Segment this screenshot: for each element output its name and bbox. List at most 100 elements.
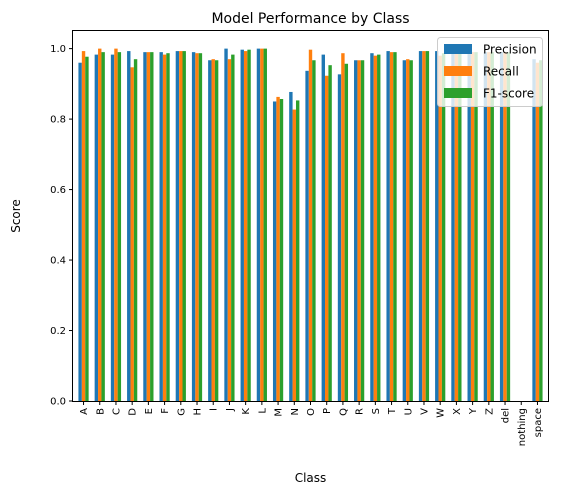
x-tick-label: M bbox=[274, 408, 285, 417]
legend-label: Precision bbox=[483, 43, 537, 57]
bar-precision-a bbox=[78, 62, 82, 402]
bar-recall-j bbox=[227, 59, 232, 401]
x-tick-label: C bbox=[111, 408, 122, 415]
bar-f1-score-d bbox=[133, 59, 138, 401]
bar-recall-s bbox=[373, 55, 378, 402]
y-axis-label: Score bbox=[9, 199, 23, 233]
x-tick-label: Y bbox=[468, 407, 479, 415]
bar-recall-v bbox=[422, 51, 426, 402]
y-tick-label: 0.8 bbox=[50, 115, 66, 126]
x-tick-label: B bbox=[95, 408, 106, 415]
bar-precision-o bbox=[305, 70, 309, 401]
bar-recall-t bbox=[389, 52, 394, 401]
legend-label: F1-score bbox=[483, 87, 534, 101]
bar-precision-q bbox=[337, 74, 342, 401]
bar-recall-r bbox=[357, 60, 361, 401]
bar-f1-score-t bbox=[393, 52, 397, 401]
bar-precision-n bbox=[289, 91, 293, 402]
bar-precision-r bbox=[354, 60, 358, 401]
x-tick-label: J bbox=[225, 408, 236, 412]
x-tick-label: N bbox=[290, 408, 301, 415]
bar-recall-a bbox=[81, 51, 86, 402]
y-tick-label: 1.0 bbox=[50, 44, 66, 55]
x-tick-label: A bbox=[79, 408, 90, 415]
legend-swatch bbox=[444, 44, 472, 54]
x-tick-label: E bbox=[144, 408, 155, 414]
bar-recall-y bbox=[470, 52, 475, 401]
x-tick-label: I bbox=[209, 408, 220, 411]
bar-precision-m bbox=[272, 101, 277, 401]
bar-f1-score-q bbox=[344, 63, 349, 402]
bar-f1-score-b bbox=[101, 52, 105, 401]
bar-f1-score-s bbox=[377, 54, 381, 402]
bar-f1-score-i bbox=[214, 60, 219, 401]
bar-precision-i bbox=[208, 60, 212, 401]
bar-recall-e bbox=[146, 52, 151, 401]
bar-precision-x bbox=[451, 52, 455, 401]
bar-recall-l bbox=[260, 48, 264, 402]
y-tick-label: 0.2 bbox=[50, 326, 66, 337]
bar-precision-l bbox=[256, 48, 261, 402]
x-tick-label: U bbox=[403, 408, 414, 415]
bar-recall-d bbox=[130, 67, 134, 402]
bar-precision-del bbox=[499, 52, 504, 401]
bar-f1-score-u bbox=[409, 60, 413, 401]
bar-precision-k bbox=[240, 49, 244, 402]
bar-f1-score-p bbox=[328, 65, 332, 402]
x-tick-label: P bbox=[322, 408, 333, 414]
y-axis: 0.0 0.2 0.4 0.6 0.8 1.0 bbox=[50, 44, 73, 408]
x-tick-label: F bbox=[160, 408, 171, 414]
bar-recall-g bbox=[179, 51, 183, 402]
y-tick-label: 0.6 bbox=[50, 185, 66, 196]
bar-recall-b bbox=[98, 48, 102, 402]
x-axis-label: Class bbox=[295, 471, 327, 485]
bar-f1-score-o bbox=[312, 60, 316, 401]
bar-recall-f bbox=[162, 54, 167, 402]
x-tick-label: W bbox=[436, 408, 447, 418]
bar-f1-score-e bbox=[150, 52, 154, 401]
bar-precision-t bbox=[386, 51, 390, 402]
bars-layer bbox=[78, 48, 543, 402]
bar-precision-c bbox=[110, 54, 115, 402]
bar-precision-b bbox=[94, 54, 99, 402]
bar-f1-score-g bbox=[182, 51, 186, 402]
x-tick-label: K bbox=[241, 408, 252, 415]
x-tick-label: X bbox=[452, 408, 463, 415]
bar-f1-score-space bbox=[539, 60, 543, 401]
bar-recall-h bbox=[195, 53, 199, 401]
bar-f1-score-del bbox=[506, 52, 511, 401]
bar-recall-x bbox=[454, 52, 459, 401]
legend-swatch bbox=[444, 66, 472, 76]
x-tick-label: H bbox=[193, 408, 204, 416]
bar-recall-p bbox=[325, 75, 329, 401]
bar-f1-score-v bbox=[425, 51, 430, 402]
bar-f1-score-f bbox=[166, 53, 170, 401]
bar-recall-c bbox=[114, 48, 118, 402]
bar-recall-del bbox=[503, 52, 507, 401]
bar-f1-score-k bbox=[247, 49, 251, 402]
legend: Precision Recall F1-score bbox=[437, 37, 543, 107]
bar-recall-k bbox=[243, 51, 248, 402]
y-tick-label: 0.0 bbox=[50, 397, 66, 408]
x-tick-label: nothing bbox=[517, 408, 528, 446]
bar-precision-z bbox=[483, 52, 488, 401]
bar-recall-n bbox=[292, 109, 296, 401]
bar-recall-w bbox=[438, 55, 442, 402]
bar-recall-q bbox=[341, 53, 345, 401]
x-tick-label: space bbox=[533, 408, 544, 437]
y-tick-label: 0.4 bbox=[50, 256, 66, 267]
x-tick-label: Z bbox=[484, 408, 495, 415]
bar-recall-o bbox=[308, 49, 313, 402]
bar-f1-score-c bbox=[117, 52, 122, 401]
bar-precision-j bbox=[224, 48, 228, 402]
bar-recall-m bbox=[276, 96, 280, 402]
bar-precision-f bbox=[159, 52, 163, 401]
bar-f1-score-x bbox=[458, 52, 462, 401]
bar-recall-z bbox=[487, 52, 491, 401]
bar-f1-score-l bbox=[263, 48, 267, 402]
bar-f1-score-j bbox=[231, 54, 235, 402]
legend-label: Recall bbox=[483, 65, 519, 79]
x-tick-label: V bbox=[419, 408, 430, 415]
